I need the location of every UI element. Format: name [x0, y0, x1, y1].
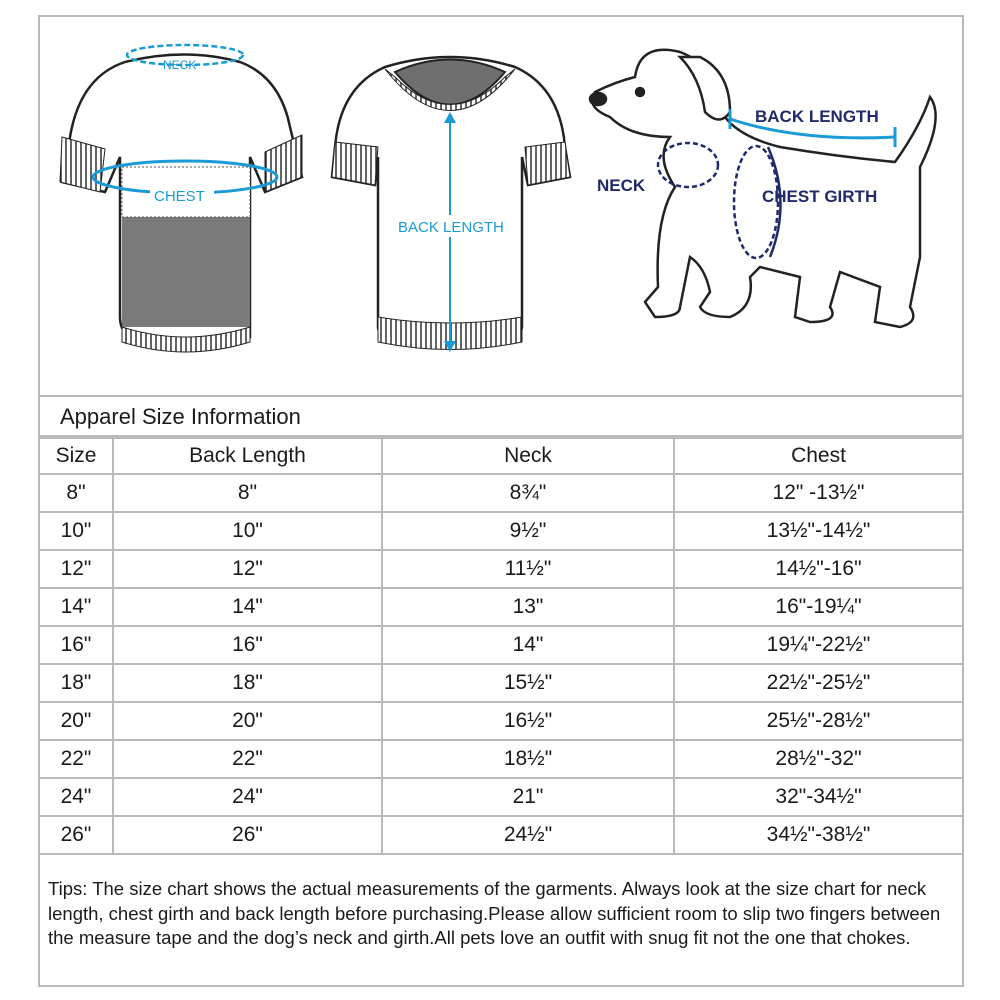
cell-chest: 34½"-38½" [673, 815, 962, 855]
measurement-illustrations: NECK CHEST BACK LENGTH [40, 17, 962, 397]
tips-text: Tips: The size chart shows the actual me… [48, 878, 941, 948]
table-row: 8" 8" 8¾" 12" -13½" [40, 473, 962, 513]
cell-back-length: 22" [112, 739, 383, 779]
cell-neck: 11½" [381, 549, 675, 589]
cell-chest: 32"-34½" [673, 777, 962, 817]
cell-back-length: 24" [112, 777, 383, 817]
chest-label: CHEST [154, 188, 205, 205]
cell-neck: 13" [381, 587, 675, 627]
dog-measurements: BACK LENGTH NECK CHEST GIRTH [597, 107, 897, 260]
cell-chest: 13½"-14½" [673, 511, 962, 551]
table-row: 12" 12" 11½" 14½"-16" [40, 549, 962, 589]
cell-size: 26" [40, 815, 114, 855]
table-title: Apparel Size Information [60, 404, 301, 429]
cell-chest: 14½"-16" [673, 549, 962, 589]
cell-chest: 22½"-25½" [673, 663, 962, 703]
cell-back-length: 14" [112, 587, 383, 627]
cell-back-length: 20" [112, 701, 383, 741]
table-row: 22" 22" 18½" 28½"-32" [40, 739, 962, 779]
dog-neck-label: NECK [597, 176, 646, 195]
cell-size: 12" [40, 549, 114, 589]
table-row: 24" 24" 21" 32"-34½" [40, 777, 962, 817]
cell-size: 16" [40, 625, 114, 665]
cell-size: 18" [40, 663, 114, 703]
header-chest: Chest [673, 437, 962, 475]
cell-neck: 8¾" [381, 473, 675, 513]
header-back-length: Back Length [112, 437, 383, 475]
cell-back-length: 10" [112, 511, 383, 551]
header-size: Size [40, 437, 114, 475]
cell-neck: 9½" [381, 511, 675, 551]
table-row: 26" 26" 24½" 34½"-38½" [40, 815, 962, 855]
table-row: 20" 20" 16½" 25½"-28½" [40, 701, 962, 741]
cell-neck: 16½" [381, 701, 675, 741]
neck-label: NECK [163, 58, 196, 72]
cell-size: 20" [40, 701, 114, 741]
dog-chest-girth-label: CHEST GIRTH [762, 187, 877, 206]
neck-measure-ellipse [125, 43, 245, 67]
cell-chest: 16"-19¼" [673, 587, 962, 627]
table-title-row: Apparel Size Information [40, 397, 962, 437]
cell-size: 24" [40, 777, 114, 817]
cell-chest: 19¼"-22½" [673, 625, 962, 665]
cell-back-length: 16" [112, 625, 383, 665]
cell-back-length: 26" [112, 815, 383, 855]
dog-back-length-label: BACK LENGTH [755, 107, 879, 126]
header-neck: Neck [381, 437, 675, 475]
table-row: 10" 10" 9½" 13½"-14½" [40, 511, 962, 551]
cell-neck: 14" [381, 625, 675, 665]
cell-size: 8" [40, 473, 114, 513]
cell-neck: 15½" [381, 663, 675, 703]
table-row: 14" 14" 13" 16"-19¼" [40, 587, 962, 627]
sweater-back-view: NECK CHEST [59, 43, 304, 353]
cell-chest: 28½"-32" [673, 739, 962, 779]
cell-back-length: 8" [112, 473, 383, 513]
cell-neck: 21" [381, 777, 675, 817]
table-header-row: Size Back Length Neck Chest [40, 437, 962, 475]
cell-size: 22" [40, 739, 114, 779]
cell-neck: 24½" [381, 815, 675, 855]
cell-size: 14" [40, 587, 114, 627]
cell-chest: 25½"-28½" [673, 701, 962, 741]
table-row: 16" 16" 14" 19¼"-22½" [40, 625, 962, 665]
cell-neck: 18½" [381, 739, 675, 779]
size-chart: NECK CHEST BACK LENGTH [38, 15, 964, 987]
cell-back-length: 12" [112, 549, 383, 589]
cell-size: 10" [40, 511, 114, 551]
back-length-label: BACK LENGTH [398, 219, 504, 236]
cell-chest: 12" -13½" [673, 473, 962, 513]
cell-back-length: 18" [112, 663, 383, 703]
size-table: Size Back Length Neck Chest 8" 8" 8¾" 12" -… [40, 437, 962, 855]
table-row: 18" 18" 15½" 22½"-25½" [40, 663, 962, 703]
sweater-front-view: BACK LENGTH [330, 55, 572, 352]
